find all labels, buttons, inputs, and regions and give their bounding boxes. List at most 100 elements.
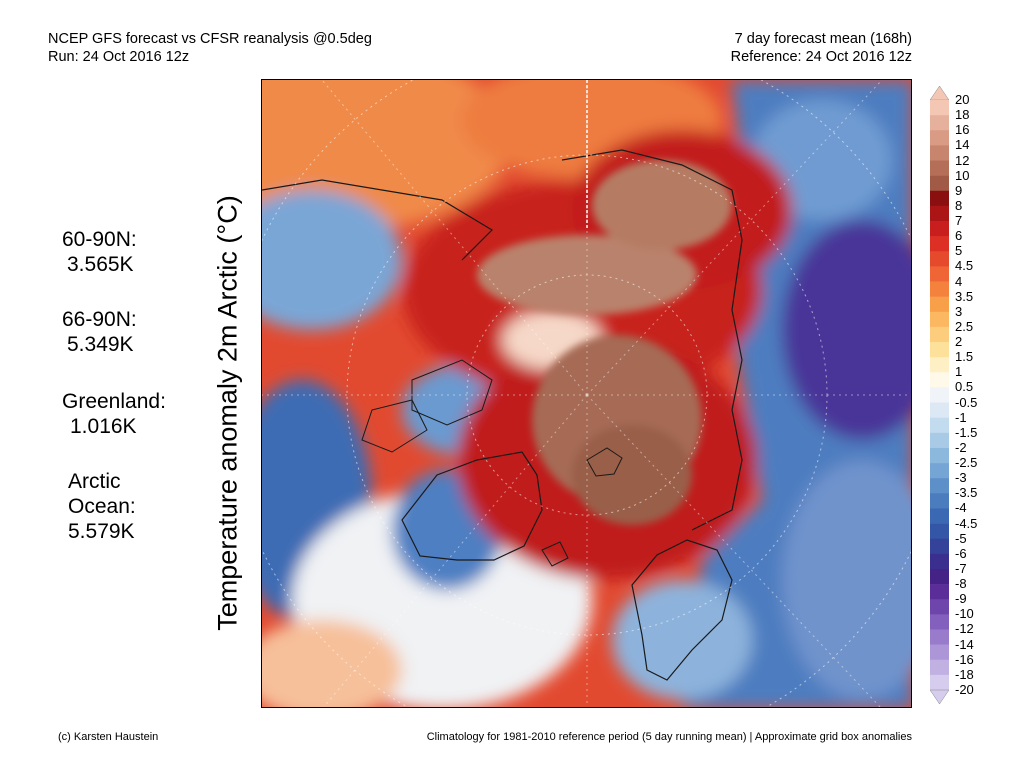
colorbar-segment bbox=[930, 160, 949, 176]
colorbar-tick-label: 0.5 bbox=[955, 379, 974, 395]
anomaly-map bbox=[261, 79, 912, 708]
colorbar-tick-label: -14 bbox=[955, 636, 974, 652]
colorbar-tick-label: 7 bbox=[955, 213, 963, 229]
colorbar-tick-label: -4.5 bbox=[955, 515, 978, 531]
stat-greenland: Greenland: 1.016K bbox=[62, 389, 166, 439]
stat-value: 1.016K bbox=[70, 415, 137, 438]
colorbar-tick-label: -4 bbox=[955, 500, 967, 516]
header-right: 7 day forecast mean (168h) Reference: 24… bbox=[731, 30, 912, 66]
colorbar-tick-label: -5 bbox=[955, 530, 967, 546]
colorbar-segment bbox=[930, 296, 949, 313]
climatology-note: Climatology for 1981-2010 reference peri… bbox=[426, 731, 912, 743]
colorbar-tick-label: -18 bbox=[955, 666, 974, 682]
colorbar-tick-label: 4 bbox=[955, 273, 963, 289]
colorbar-segment bbox=[930, 614, 949, 630]
colorbar-tick-label: -3 bbox=[955, 470, 967, 486]
colorbar-segment bbox=[930, 599, 949, 615]
colorbar-tick-label: 3 bbox=[955, 303, 963, 319]
colorbar-tick-label: 9 bbox=[955, 182, 963, 198]
colorbar-tick-label: -7 bbox=[955, 560, 967, 576]
colorbar-tick-label: 12 bbox=[955, 152, 970, 168]
colorbar-tick-label: 3.5 bbox=[955, 288, 974, 304]
colorbar-segment bbox=[930, 417, 949, 434]
colorbar-tick-label: -6 bbox=[955, 545, 967, 561]
colorbar-segment bbox=[930, 508, 949, 524]
stat-label-2: Ocean: bbox=[68, 495, 136, 518]
stat-value: 5.579K bbox=[68, 520, 135, 543]
colorbar-tick-label: 8 bbox=[955, 197, 963, 213]
colorbar bbox=[930, 86, 949, 704]
colorbar-segment bbox=[930, 311, 949, 328]
colorbar-tick-label: 16 bbox=[955, 122, 970, 138]
colorbar-tick-label: -9 bbox=[955, 591, 967, 607]
colorbar-segment bbox=[930, 145, 949, 161]
credit: (c) Karsten Haustein bbox=[58, 731, 159, 743]
colorbar-tick-label: -12 bbox=[955, 621, 974, 637]
colorbar-tick-label: 20 bbox=[955, 92, 970, 107]
colorbar-segment bbox=[930, 523, 949, 540]
reference-date: Reference: 24 Oct 2016 12z bbox=[730, 49, 912, 65]
colorbar-tick-label: -20 bbox=[955, 682, 974, 697]
colorbar-segment bbox=[930, 659, 949, 676]
colorbar-segment bbox=[930, 568, 949, 585]
stat-arctic-ocean: Arctic Ocean: 5.579K bbox=[62, 469, 136, 544]
header-left: NCEP GFS forecast vs CFSR reanalysis @0.… bbox=[48, 30, 372, 66]
colorbar-segment bbox=[930, 236, 949, 252]
colorbar-segment bbox=[930, 432, 949, 449]
colorbar-tick-label: 1.5 bbox=[955, 349, 974, 365]
colorbar-segment bbox=[930, 538, 949, 555]
map-canvas bbox=[262, 80, 911, 707]
stat-60-90n: 60-90N: 3.565K bbox=[62, 227, 137, 277]
colorbar-segment bbox=[930, 478, 949, 494]
colorbar-tick-label: -0.5 bbox=[955, 394, 978, 410]
colorbar-segment bbox=[930, 326, 949, 343]
stat-66-90n: 66-90N: 5.349K bbox=[62, 307, 137, 357]
colorbar-tick-label: 14 bbox=[955, 137, 970, 153]
colorbar-segment bbox=[930, 266, 949, 282]
colorbar-tick-label: 10 bbox=[955, 167, 970, 183]
colorbar-tick-label: 2.5 bbox=[955, 318, 974, 334]
colorbar-segment bbox=[930, 100, 949, 116]
stat-value: 3.565K bbox=[67, 253, 134, 276]
colorbar-tick-label: -2 bbox=[955, 439, 967, 455]
colorbar-segment bbox=[930, 357, 949, 373]
colorbar-tick-label: -3.5 bbox=[955, 485, 978, 501]
stat-label: Arctic bbox=[68, 470, 121, 493]
stat-label: 60-90N: bbox=[62, 228, 137, 251]
colorbar-tick-label: 18 bbox=[955, 107, 970, 123]
colorbar-tick-label: 5 bbox=[955, 243, 963, 259]
model-title: NCEP GFS forecast vs CFSR reanalysis @0.… bbox=[48, 31, 372, 47]
colorbar-segment bbox=[930, 387, 949, 403]
colorbar-tick-label: 6 bbox=[955, 228, 963, 244]
colorbar-segment bbox=[930, 584, 949, 600]
colorbar-segment bbox=[930, 372, 949, 388]
stat-label: 66-90N: bbox=[62, 308, 137, 331]
colorbar-tick-label: -10 bbox=[955, 606, 974, 622]
colorbar-segment bbox=[930, 674, 949, 691]
colorbar-segment bbox=[930, 130, 949, 146]
colorbar-segment bbox=[930, 281, 949, 297]
colorbar-tick-label: -8 bbox=[955, 576, 967, 592]
colorbar-segment bbox=[930, 463, 949, 479]
colorbar-tick-label: -1.5 bbox=[955, 424, 978, 440]
colorbar-segment bbox=[930, 553, 949, 570]
colorbar-tick-label: -1 bbox=[955, 409, 967, 425]
colorbar-tick-label: 4.5 bbox=[955, 258, 974, 274]
colorbar-segment bbox=[930, 342, 949, 358]
colorbar-segment bbox=[930, 251, 949, 267]
run-date: Run: 24 Oct 2016 12z bbox=[48, 49, 190, 65]
colorbar-segment bbox=[930, 447, 949, 464]
colorbar-max-arrow bbox=[930, 86, 949, 101]
colorbar-segment bbox=[930, 205, 949, 222]
y-axis-label: Temperature anomaly 2m Arctic (°C) bbox=[212, 195, 243, 631]
colorbar-segment bbox=[930, 190, 949, 207]
colorbar-segment bbox=[930, 115, 949, 131]
colorbar-segment bbox=[930, 175, 949, 192]
colorbar-segment bbox=[930, 402, 949, 418]
stat-value: 5.349K bbox=[67, 333, 134, 356]
colorbar-segment bbox=[930, 629, 949, 645]
colorbar-tick-label: -2.5 bbox=[955, 455, 978, 471]
colorbar-segment bbox=[930, 221, 949, 237]
colorbar-tick-label: 2 bbox=[955, 334, 963, 350]
colorbar-segment bbox=[930, 493, 949, 509]
